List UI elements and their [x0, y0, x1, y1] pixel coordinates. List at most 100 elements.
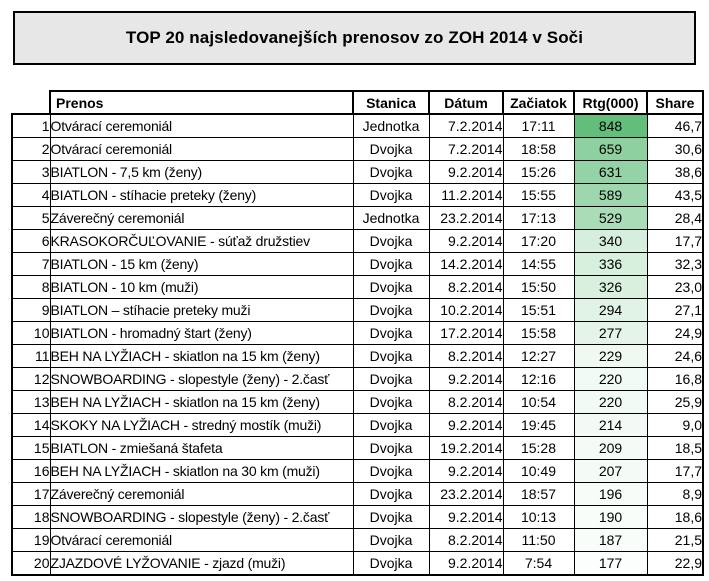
row-datum: 8.2.2014	[428, 528, 504, 552]
row-share: 25,9	[646, 390, 704, 414]
table-row: 3 BIATLON - 7,5 km (ženy) Dvojka 9.2.201…	[11, 160, 704, 184]
row-stanica: Dvojka	[352, 505, 430, 529]
header-prenos: Prenos	[49, 90, 354, 115]
row-share: 30,6	[646, 137, 704, 161]
row-zaciatok: 19:45	[502, 413, 575, 437]
page-title: TOP 20 najsledovanejších prenosov zo ZOH…	[125, 28, 584, 47]
table-row: 15 BIATLON - zmiešaná štafeta Dvojka 19.…	[11, 436, 704, 460]
row-zaciatok: 15:28	[502, 436, 575, 460]
row-share: 17,7	[646, 459, 704, 483]
table-row: 13 BEH NA LYŽIACH - skiatlon na 15 km (ž…	[11, 390, 704, 414]
row-datum: 14.2.2014	[428, 252, 504, 276]
table-row: 5 Záverečný ceremoniál Jednotka 23.2.201…	[11, 206, 704, 230]
row-rank: 14	[11, 413, 51, 437]
table-body: 1 Otvárací ceremoniál Jednotka 7.2.2014 …	[11, 113, 704, 576]
row-datum: 9.2.2014	[428, 459, 504, 483]
row-zaciatok: 15:51	[502, 298, 575, 322]
row-stanica: Jednotka	[352, 206, 430, 230]
row-datum: 7.2.2014	[428, 113, 504, 138]
row-zaciatok: 10:49	[502, 459, 575, 483]
row-prenos: BEH NA LYŽIACH - skiatlon na 30 km (muži…	[49, 459, 354, 483]
row-rank: 8	[11, 275, 51, 299]
row-datum: 9.2.2014	[428, 160, 504, 184]
header-row: Prenos Stanica Dátum Začiatok Rtg(000) S…	[12, 90, 704, 115]
row-share: 8,9	[646, 482, 704, 506]
row-share: 24,9	[646, 321, 704, 345]
table-row: 16 BEH NA LYŽIACH - skiatlon na 30 km (m…	[11, 459, 704, 483]
row-prenos: BIATLON - 7,5 km (ženy)	[49, 160, 354, 184]
row-stanica: Dvojka	[352, 413, 430, 437]
row-share: 22,9	[646, 551, 704, 576]
table-row: 18 SNOWBOARDING - slopestyle (ženy) - 2.…	[11, 505, 704, 529]
header-datum: Dátum	[428, 90, 504, 115]
row-prenos: Záverečný ceremoniál	[49, 206, 354, 230]
row-datum: 9.2.2014	[428, 505, 504, 529]
table-row: 1 Otvárací ceremoniál Jednotka 7.2.2014 …	[11, 113, 704, 138]
row-datum: 7.2.2014	[428, 137, 504, 161]
row-share: 28,4	[646, 206, 704, 230]
row-zaciatok: 18:57	[502, 482, 575, 506]
row-rtg-value: 220	[573, 367, 648, 391]
table-row: 19 Otvárací ceremoniál Dvojka 8.2.2014 1…	[11, 528, 704, 552]
row-rank: 18	[11, 505, 51, 529]
row-zaciatok: 17:11	[502, 113, 575, 138]
row-datum: 9.2.2014	[428, 413, 504, 437]
row-zaciatok: 12:27	[502, 344, 575, 368]
row-rtg-value: 848	[573, 113, 648, 138]
table-row: 2 Otvárací ceremoniál Dvojka 7.2.2014 18…	[11, 137, 704, 161]
row-rank: 13	[11, 390, 51, 414]
table-row: 10 BIATLON - hromadný štart (ženy) Dvojk…	[11, 321, 704, 345]
row-zaciatok: 15:58	[502, 321, 575, 345]
row-prenos: SNOWBOARDING - slopestyle (ženy) - 2.čas…	[49, 505, 354, 529]
row-rtg-value: 631	[573, 160, 648, 184]
row-rtg-value: 190	[573, 505, 648, 529]
row-datum: 8.2.2014	[428, 275, 504, 299]
row-prenos: Otvárací ceremoniál	[49, 137, 354, 161]
row-datum: 10.2.2014	[428, 298, 504, 322]
row-zaciatok: 14:55	[502, 252, 575, 276]
row-datum: 8.2.2014	[428, 390, 504, 414]
row-rank: 19	[11, 528, 51, 552]
row-prenos: SNOWBOARDING - slopestyle (ženy) - 2.čas…	[49, 367, 354, 391]
row-datum: 9.2.2014	[428, 367, 504, 391]
row-rtg-value: 229	[573, 344, 648, 368]
row-zaciatok: 12:16	[502, 367, 575, 391]
row-prenos: Otvárací ceremoniál	[49, 528, 354, 552]
row-share: 24,6	[646, 344, 704, 368]
row-rtg-value: 336	[573, 252, 648, 276]
row-prenos: BIATLON - 10 km (muži)	[49, 275, 354, 299]
row-share: 21,5	[646, 528, 704, 552]
row-rtg-value: 220	[573, 390, 648, 414]
row-stanica: Dvojka	[352, 390, 430, 414]
row-rtg-value: 177	[573, 551, 648, 576]
table-row: 11 BEH NA LYŽIACH - skiatlon na 15 km (ž…	[11, 344, 704, 368]
header-zaciatok: Začiatok	[502, 90, 575, 115]
row-stanica: Dvojka	[352, 298, 430, 322]
row-stanica: Dvojka	[352, 229, 430, 253]
row-rank: 15	[11, 436, 51, 460]
row-rank: 17	[11, 482, 51, 506]
row-prenos: BIATLON - 15 km (ženy)	[49, 252, 354, 276]
row-prenos: SKOKY NA LYŽIACH - stredný mostík (muži)	[49, 413, 354, 437]
table-row: 9 BIATLON – stíhacie preteky muži Dvojka…	[11, 298, 704, 322]
row-stanica: Dvojka	[352, 528, 430, 552]
row-share: 32,3	[646, 252, 704, 276]
row-prenos: Záverečný ceremoniál	[49, 482, 354, 506]
table-row: 17 Záverečný ceremoniál Dvojka 23.2.2014…	[11, 482, 704, 506]
row-stanica: Dvojka	[352, 436, 430, 460]
row-rank: 11	[11, 344, 51, 368]
row-rtg-value: 659	[573, 137, 648, 161]
rankings-table: Prenos Stanica Dátum Začiatok Rtg(000) S…	[11, 90, 704, 576]
row-rank: 1	[11, 113, 51, 138]
row-share: 38,6	[646, 160, 704, 184]
row-stanica: Dvojka	[352, 551, 430, 576]
table-row: 12 SNOWBOARDING - slopestyle (ženy) - 2.…	[11, 367, 704, 391]
row-share: 27,1	[646, 298, 704, 322]
table-row: 8 BIATLON - 10 km (muži) Dvojka 8.2.2014…	[11, 275, 704, 299]
row-prenos: ZJAZDOVÉ LYŽOVANIE - zjazd (muži)	[49, 551, 354, 576]
row-rank: 10	[11, 321, 51, 345]
table-row: 4 BIATLON - stíhacie preteky (ženy) Dvoj…	[11, 183, 704, 207]
table-row: 7 BIATLON - 15 km (ženy) Dvojka 14.2.201…	[11, 252, 704, 276]
row-prenos: BIATLON - zmiešaná štafeta	[49, 436, 354, 460]
row-prenos: BEH NA LYŽIACH - skiatlon na 15 km (ženy…	[49, 390, 354, 414]
